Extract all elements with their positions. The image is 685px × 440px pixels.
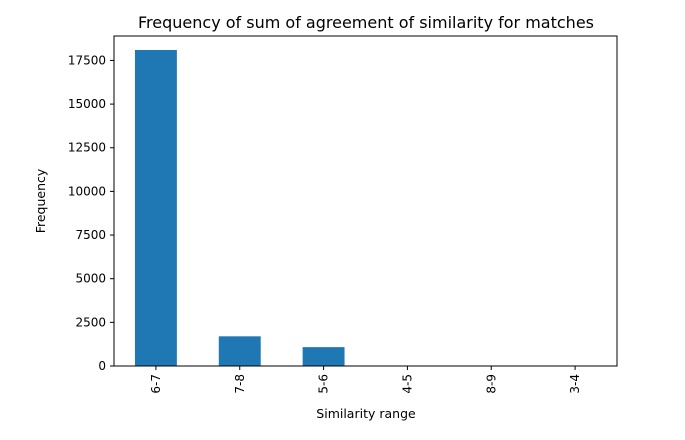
x-tick-label: 6-7 (149, 374, 163, 394)
y-tick-label: 2500 (75, 315, 106, 329)
y-axis-label: Frequency (33, 168, 48, 233)
x-tick-label: 3-4 (568, 374, 582, 394)
x-axis: 6-7 7-8 5-6 4-5 8-9 3-4 (149, 366, 582, 394)
y-tick-label: 0 (98, 359, 106, 373)
y-tick-label: 17500 (68, 53, 106, 67)
chart-title: Frequency of sum of agreement of similar… (138, 13, 594, 32)
bar-6-7 (134, 49, 177, 366)
bar-7-8 (218, 336, 261, 366)
x-tick-label: 7-8 (233, 374, 247, 394)
x-axis-label: Similarity range (316, 406, 416, 421)
y-tick-label: 10000 (68, 184, 106, 198)
y-tick-label: 5000 (75, 272, 106, 286)
x-tick-label: 5-6 (317, 374, 331, 394)
y-axis: 0 2500 5000 7500 10000 12500 15000 17500 (68, 53, 114, 373)
bars-group (134, 49, 597, 366)
y-tick-label: 7500 (75, 228, 106, 242)
plot-frame (113, 35, 618, 367)
x-tick-label: 4-5 (400, 374, 414, 394)
y-tick-label: 12500 (68, 141, 106, 155)
bar-5-6 (302, 347, 345, 366)
x-tick-label: 8-9 (484, 374, 498, 394)
y-tick-label: 15000 (68, 97, 106, 111)
